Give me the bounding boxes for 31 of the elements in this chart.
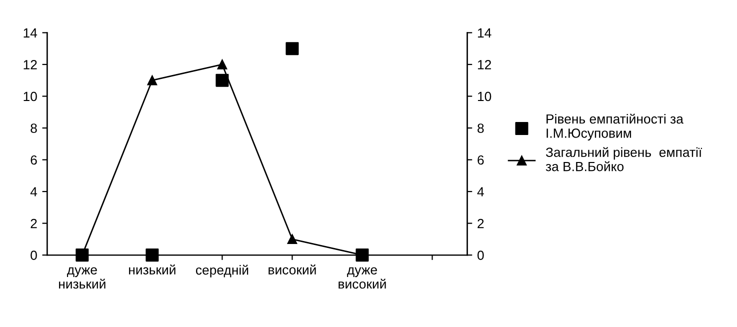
point: [146, 248, 159, 262]
y-tick-label: 6: [30, 155, 37, 165]
point: [216, 74, 229, 87]
y2-tick-label: 4: [477, 187, 484, 196]
legend-label: Загальний рівень емпатії за В.В.Бойко: [546, 147, 702, 172]
y-tick-label: 4: [30, 187, 38, 196]
y2-tick-label: 0: [477, 250, 484, 260]
y-tick-label: 10: [24, 92, 37, 102]
x-tick-label: низький: [129, 264, 176, 274]
y2-tick-label: 6: [478, 155, 484, 165]
point: [287, 234, 298, 244]
y2-tick-label: 12: [478, 60, 491, 70]
legend-label: Рівень емпатійності за І.М.Юсуповим: [546, 114, 684, 140]
y-tick-label: 8: [30, 124, 37, 133]
x-tick-label: високий: [268, 264, 316, 274]
y2-tick-label: 2: [478, 218, 484, 228]
point: [286, 42, 299, 56]
point: [356, 248, 369, 262]
y-tick-label: 12: [24, 60, 37, 70]
y-tick-label: 2: [30, 218, 37, 228]
y-tick-label: 14: [24, 28, 38, 38]
x-tick-label: дуже низький: [59, 267, 106, 289]
y2-tick-label: 14: [478, 28, 492, 38]
point: [147, 75, 158, 86]
y2-tick-label: 8: [478, 124, 484, 133]
point: [76, 248, 89, 262]
x-tick-label: середній: [196, 264, 248, 278]
y-tick-label: 0: [30, 250, 37, 260]
y2-tick-label: 10: [478, 92, 492, 102]
point: [217, 60, 228, 70]
x-tick-label: дуже високий: [338, 267, 386, 289]
